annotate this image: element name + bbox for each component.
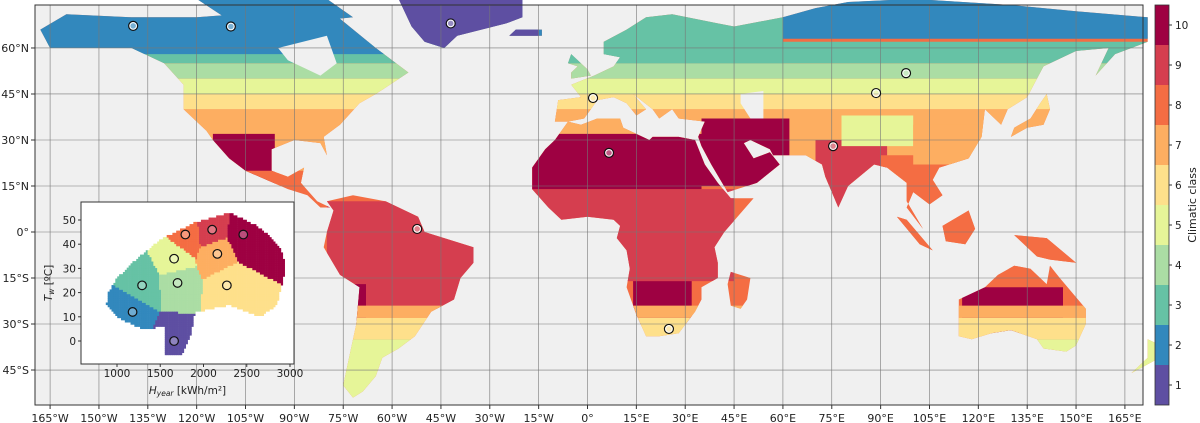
colorbar-swatch-2 bbox=[1155, 325, 1169, 365]
lat-tick-label: 45°S bbox=[3, 364, 29, 377]
inset-x-tick: 1000 bbox=[104, 368, 131, 380]
inset-centroid-class-1 bbox=[169, 336, 179, 346]
colorbar-tick-label: 3 bbox=[1175, 300, 1182, 312]
lat-tick-label: 15°S bbox=[3, 272, 29, 285]
representative-locations bbox=[128, 18, 912, 335]
colorbar-label: Climatic class bbox=[1186, 167, 1199, 243]
colorbar-swatch-6 bbox=[1155, 165, 1169, 205]
lon-tick-label: 135°W bbox=[129, 412, 166, 423]
inset-centroid-class-8 bbox=[180, 229, 191, 240]
inset-centroid-class-7 bbox=[212, 248, 223, 259]
inset-centroid-class-9 bbox=[207, 224, 218, 235]
lat-tick-label: 30°S bbox=[3, 318, 29, 331]
colorbar-swatch-4 bbox=[1155, 245, 1169, 285]
colorbar-tick-label: 9 bbox=[1175, 60, 1182, 72]
inset-y-tick: 40 bbox=[63, 239, 76, 251]
lon-tick-label: 45°E bbox=[721, 412, 747, 423]
colorbar-swatch-8 bbox=[1155, 85, 1169, 125]
lat-tick-label: 45°N bbox=[1, 88, 29, 101]
inset-y-tick: 0 bbox=[69, 336, 76, 348]
lon-tick-label: 15°E bbox=[623, 412, 649, 423]
lon-tick-label: 60°E bbox=[770, 412, 796, 423]
colorbar-swatch-9 bbox=[1155, 45, 1169, 85]
zone-class-7 bbox=[913, 124, 985, 165]
colorbar-tick-label: 6 bbox=[1175, 180, 1182, 192]
colorbar-swatch-7 bbox=[1155, 125, 1169, 165]
latitude-labels: 60°N 45°N 30°N 15°N 0° 15°S 30°S 45°S bbox=[1, 42, 35, 377]
inset-x-tick: 2500 bbox=[233, 368, 260, 380]
longitude-labels: 165°W 150°W 135°W 120°W 105°W 90°W 75°W 60°W 45°… bbox=[31, 405, 1142, 423]
zone-class-5 bbox=[841, 115, 914, 147]
inset-y-tick: 50 bbox=[63, 215, 76, 227]
inset-x-tick: 3000 bbox=[277, 368, 304, 380]
lon-tick-label: 75°W bbox=[328, 412, 358, 423]
zone-class-10 bbox=[532, 133, 702, 190]
lon-tick-label: 30°E bbox=[672, 412, 698, 423]
inset-centroid-class-2 bbox=[127, 307, 138, 317]
colorbar-tick-label: 1 bbox=[1175, 380, 1182, 392]
lat-tick-label: 0° bbox=[17, 226, 30, 239]
inset-centroid-class-4 bbox=[172, 278, 183, 288]
hudson-bay bbox=[278, 35, 337, 76]
lon-tick-label: 90°E bbox=[867, 412, 893, 423]
inset-centroid-class-10 bbox=[238, 229, 249, 240]
colorbar-swatch-5 bbox=[1155, 205, 1169, 245]
colorbar-tick-label: 7 bbox=[1175, 140, 1182, 152]
lon-tick-label: 75°E bbox=[819, 412, 845, 423]
lon-tick-label: 30°W bbox=[475, 412, 505, 423]
inset-x-label: Hyear [kWh/m²] bbox=[149, 385, 226, 398]
colorbar-tick-label: 5 bbox=[1175, 220, 1182, 232]
lon-tick-label: 60°W bbox=[377, 412, 407, 423]
inset-y-tick: 30 bbox=[63, 263, 76, 275]
lon-tick-label: 165°W bbox=[31, 412, 68, 423]
colorbar-swatch-10 bbox=[1155, 5, 1169, 45]
lon-tick-label: 0° bbox=[581, 412, 594, 423]
inset-y-tick: 10 bbox=[63, 312, 76, 324]
lon-tick-label: 120°E bbox=[962, 412, 995, 423]
lon-tick-label: 105°W bbox=[227, 412, 264, 423]
inset-points bbox=[105, 213, 285, 356]
colorbar-tick-label: 2 bbox=[1175, 340, 1182, 352]
lon-tick-label: 90°W bbox=[279, 412, 309, 423]
inset-centroid-class-3 bbox=[137, 280, 147, 291]
inset-y-tick: 20 bbox=[63, 288, 76, 300]
lon-tick-label: 150°E bbox=[1059, 412, 1092, 423]
inset-centroid-class-6 bbox=[221, 280, 232, 291]
lon-tick-label: 105°E bbox=[913, 412, 946, 423]
inset-x-tick: 2000 bbox=[190, 368, 217, 380]
caspian-sea bbox=[740, 90, 764, 119]
colorbar-tick-label: 8 bbox=[1175, 100, 1182, 112]
colorbar-swatch-3 bbox=[1155, 285, 1169, 325]
inset-y-label: Tw [ºC] bbox=[43, 265, 56, 301]
lon-tick-label: 45°W bbox=[426, 412, 456, 423]
colorbar-tick-label: 4 bbox=[1175, 260, 1182, 272]
lon-tick-label: 15°W bbox=[523, 412, 553, 423]
lon-tick-label: 150°W bbox=[80, 412, 117, 423]
colorbar-swatch-1 bbox=[1155, 365, 1169, 405]
inset-scatter: 1000 1500 2000 2500 3000 0 10 20 30 40 50 Hyear [kW… bbox=[43, 201, 304, 398]
lon-tick-label: 120°W bbox=[178, 412, 215, 423]
lon-tick-label: 135°E bbox=[1010, 412, 1043, 423]
lon-tick-label: 165°E bbox=[1108, 412, 1141, 423]
lat-tick-label: 15°N bbox=[1, 180, 29, 193]
zone-class-10 bbox=[701, 118, 790, 186]
lat-tick-label: 30°N bbox=[1, 134, 29, 147]
inset-centroid-class-5 bbox=[169, 253, 179, 264]
colorbar-tick-label: 10 bbox=[1175, 20, 1188, 32]
inset-x-tick: 1500 bbox=[147, 368, 174, 380]
lat-tick-label: 60°N bbox=[1, 42, 29, 55]
colorbar: 1 2 3 4 5 6 7 8 9 10 bbox=[1154, 4, 1188, 406]
map-frame bbox=[34, 4, 1144, 406]
